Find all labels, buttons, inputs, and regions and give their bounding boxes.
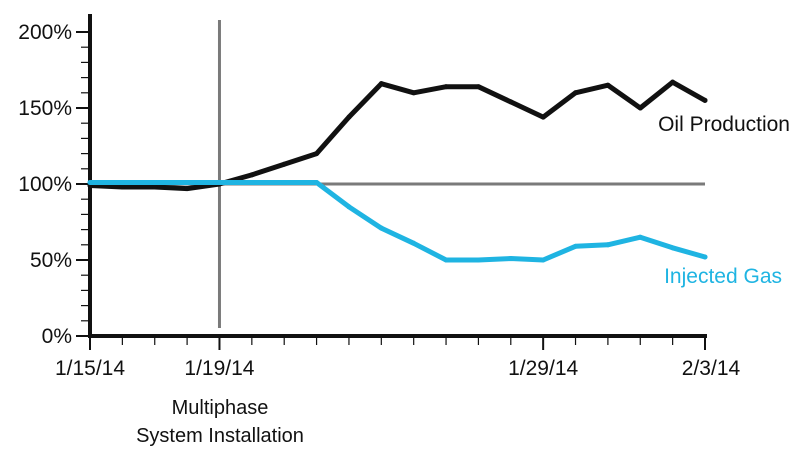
data-point bbox=[184, 179, 190, 185]
data-point bbox=[605, 82, 611, 88]
data-point bbox=[670, 245, 676, 251]
data-point bbox=[152, 179, 158, 185]
y-tick-label: 0% bbox=[42, 325, 72, 348]
y-tick-label: 150% bbox=[18, 97, 72, 120]
data-point bbox=[378, 225, 384, 231]
data-point bbox=[152, 184, 158, 190]
data-point bbox=[508, 99, 514, 105]
x-tick-label: 1/15/14 bbox=[55, 357, 125, 380]
reference-line-group bbox=[90, 20, 705, 328]
data-point bbox=[281, 179, 287, 185]
data-point bbox=[670, 79, 676, 85]
installation-annotation-line: System Installation bbox=[136, 425, 304, 447]
data-point bbox=[702, 97, 708, 103]
data-point bbox=[281, 161, 287, 167]
data-point bbox=[411, 90, 417, 96]
data-point bbox=[216, 179, 222, 185]
data-point bbox=[443, 257, 449, 263]
data-point bbox=[573, 90, 579, 96]
x-tick-label: 1/29/14 bbox=[508, 357, 578, 380]
y-tick-label: 100% bbox=[18, 173, 72, 196]
data-point bbox=[314, 179, 320, 185]
data-point bbox=[702, 254, 708, 260]
series-label: Injected Gas bbox=[664, 265, 782, 288]
installation-annotation-line: Multiphase bbox=[172, 397, 269, 419]
x-tick-label: 1/19/14 bbox=[184, 357, 254, 380]
data-point bbox=[346, 204, 352, 210]
data-point bbox=[475, 84, 481, 90]
data-point bbox=[540, 257, 546, 263]
data-point bbox=[184, 186, 190, 192]
data-point bbox=[540, 114, 546, 120]
data-point bbox=[87, 179, 93, 185]
data-point bbox=[573, 243, 579, 249]
series-line bbox=[87, 79, 708, 192]
data-point bbox=[378, 81, 384, 87]
series-group bbox=[87, 79, 708, 263]
data-point bbox=[346, 114, 352, 120]
y-tick-label: 200% bbox=[18, 21, 72, 44]
data-point bbox=[249, 172, 255, 178]
data-point bbox=[443, 84, 449, 90]
data-point bbox=[605, 242, 611, 248]
data-point bbox=[508, 255, 514, 261]
data-point bbox=[637, 234, 643, 240]
data-point bbox=[475, 257, 481, 263]
axes: 0% 50% 100% 150% 200% 1/15/14 1/19/14 1/29/14 2/… bbox=[18, 14, 741, 380]
y-tick-label: 50% bbox=[30, 249, 72, 272]
labels-group: Oil Production Injected Gas Multiphase Syst… bbox=[136, 113, 790, 447]
series-line bbox=[87, 180, 708, 263]
data-point bbox=[637, 105, 643, 111]
data-point bbox=[119, 179, 125, 185]
data-point bbox=[119, 184, 125, 190]
data-point bbox=[314, 151, 320, 157]
x-tick-label: 2/3/14 bbox=[682, 357, 741, 380]
data-point bbox=[249, 179, 255, 185]
series-label: Oil Production bbox=[658, 113, 790, 136]
data-point bbox=[411, 240, 417, 246]
